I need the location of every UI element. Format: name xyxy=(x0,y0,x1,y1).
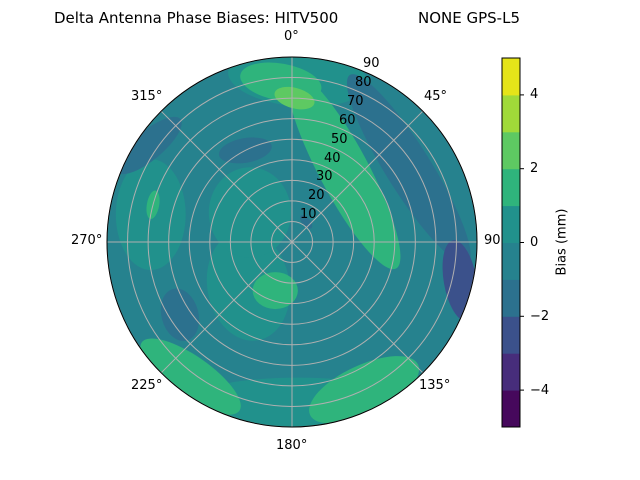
colorbar-tick-2: 2 xyxy=(530,161,539,176)
colorbar-segment xyxy=(502,205,520,243)
r-label-60: 60 xyxy=(339,113,356,128)
r-label-30: 30 xyxy=(316,169,333,184)
contour-region-6 xyxy=(346,74,471,264)
colorbar-segment xyxy=(502,168,520,207)
colorbar-segment xyxy=(502,131,520,170)
theta-label-315: 315° xyxy=(131,89,163,104)
contour-region-15 xyxy=(140,338,241,415)
r-label-90: 90 xyxy=(363,56,380,71)
colorbar-segment xyxy=(502,242,520,280)
polar-frame xyxy=(106,56,478,428)
colorbar xyxy=(501,57,524,428)
colorbar-segment xyxy=(502,58,520,96)
chart-title-right: NONE GPS-L5 xyxy=(418,9,520,27)
theta-label-0: 0° xyxy=(284,29,299,44)
theta-gridline xyxy=(291,241,424,374)
theta-label-180: 180° xyxy=(276,438,308,453)
colorbar-tick-0: 0 xyxy=(530,235,539,250)
r-label-10: 10 xyxy=(300,207,317,222)
theta-label-270: 270° xyxy=(71,233,103,248)
theta-label-225: 225° xyxy=(131,378,163,393)
r-label-50: 50 xyxy=(331,132,348,147)
contour-region-8 xyxy=(160,288,200,342)
contour-region-3 xyxy=(208,167,292,258)
r-label-80: 80 xyxy=(355,75,372,90)
theta-label-135: 135° xyxy=(419,378,451,393)
colorbar-segment xyxy=(502,390,520,428)
chart-title-left: Delta Antenna Phase Biases: HITV500 xyxy=(54,9,339,27)
colorbar-segment xyxy=(502,316,520,354)
colorbar-segment xyxy=(502,279,520,317)
colorbar-tick-4: 4 xyxy=(530,87,539,102)
theta-gridline xyxy=(291,110,424,243)
r-label-70: 70 xyxy=(347,94,364,109)
colorbar-segment xyxy=(502,353,520,391)
theta-gridline xyxy=(160,241,293,374)
r-label-40: 40 xyxy=(324,151,341,166)
polar-grid xyxy=(106,56,478,428)
colorbar-label: Bias (mm) xyxy=(554,208,570,276)
colorbar-tick-neg4: −4 xyxy=(530,383,550,398)
colorbar-segment xyxy=(502,94,520,133)
colorbar-tick-neg2: −2 xyxy=(530,309,550,324)
theta-label-45: 45° xyxy=(424,89,448,104)
theta-gridline xyxy=(160,110,293,243)
theta-label-90: 90 xyxy=(484,233,501,248)
r-label-20: 20 xyxy=(308,188,325,203)
contour-region-13 xyxy=(252,272,298,310)
contour-region-5 xyxy=(116,116,182,175)
